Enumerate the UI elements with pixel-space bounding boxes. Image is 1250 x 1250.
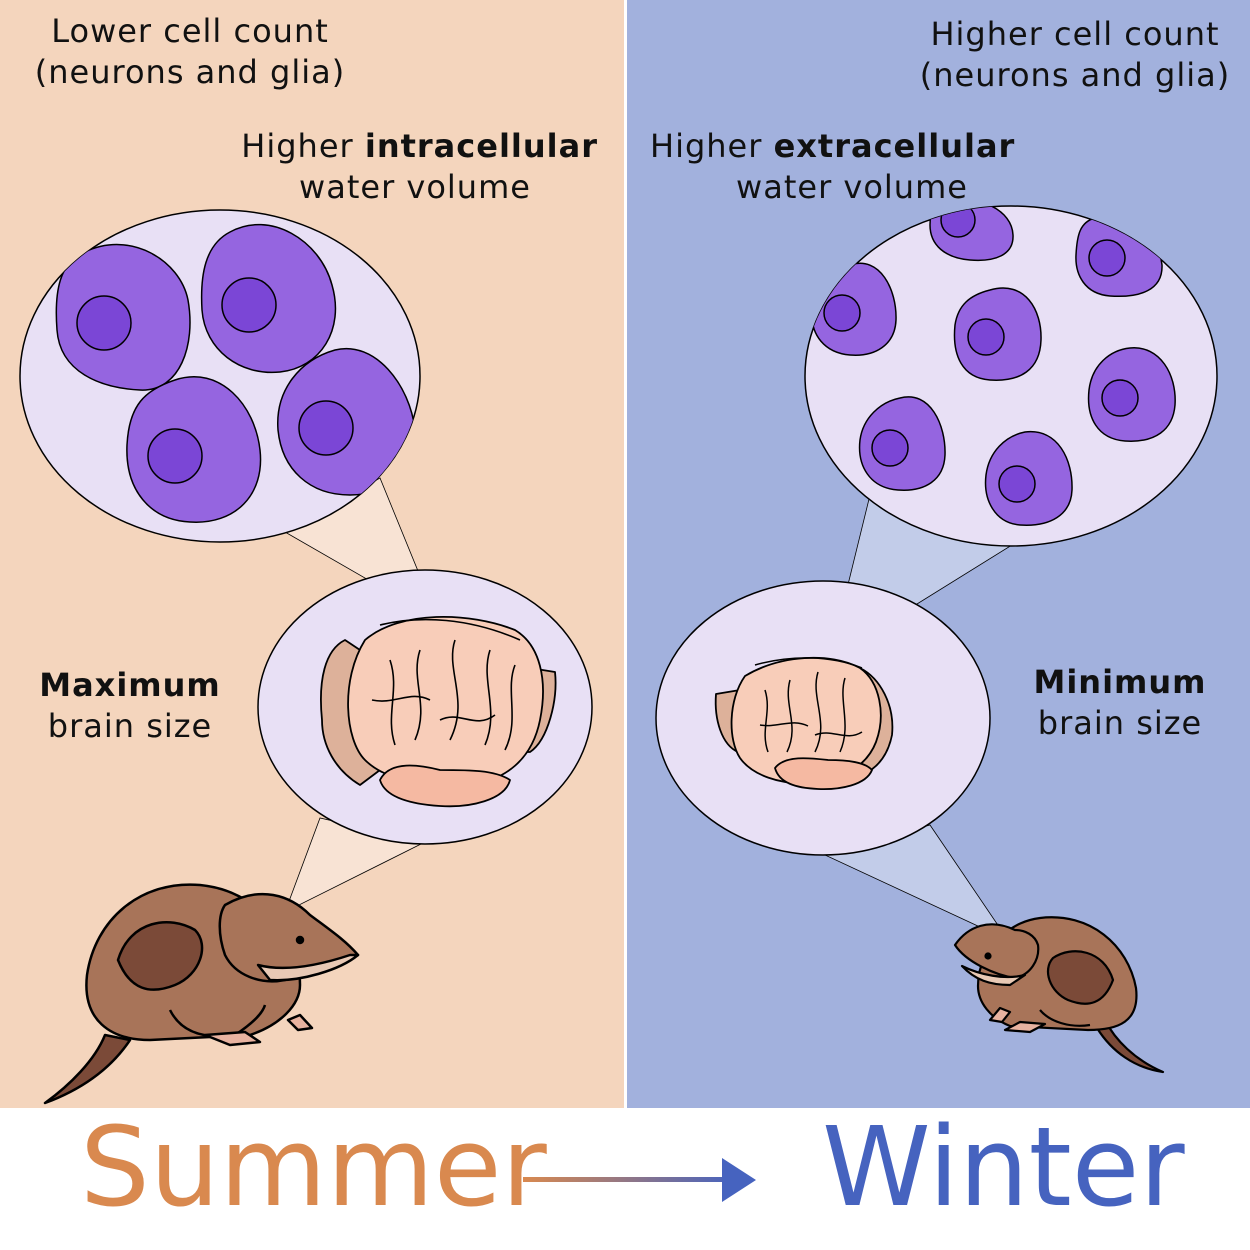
summer-brain-size-line2: brain size [48, 707, 212, 745]
summer-brain [320, 615, 557, 808]
summer-cell-count-line1: Lower cell count [51, 12, 329, 50]
summer-season-label: Summer [80, 1103, 548, 1231]
winter-water-line2: water volume [736, 168, 968, 206]
summer-water-line1: Higher intracellular [241, 127, 598, 165]
winter-brain-size-line2: brain size [1038, 704, 1202, 742]
summer-water-line2: water volume [299, 168, 531, 206]
season-arrow [523, 1158, 756, 1202]
winter-brain-bubble [655, 580, 991, 856]
summer-cell-count-line2: (neurons and glia) [35, 53, 345, 91]
summer-water-prefix: Higher [241, 127, 365, 165]
winter-cell [1087, 347, 1176, 442]
winter-panel [627, 0, 1250, 1108]
winter-water-prefix: Higher [650, 127, 774, 165]
winter-water-bold: extracellular [774, 127, 1016, 165]
winter-cell-count-line1: Higher cell count [930, 15, 1219, 53]
summer-cell [126, 376, 262, 523]
summer-cell [200, 223, 337, 374]
summer-cell [55, 243, 191, 391]
summer-brain-bubble [257, 569, 593, 845]
winter-brain-size-bold: Minimum [1033, 663, 1206, 701]
winter-season-label: Winter [822, 1103, 1185, 1231]
summer-brain-size-bold: Maximum [39, 666, 221, 704]
winter-cell [953, 287, 1042, 381]
winter-shrew [953, 916, 1165, 1074]
winter-cell-bubble [804, 205, 1218, 547]
summer-water-bold: intracellular [365, 127, 598, 165]
winter-brain [714, 656, 894, 791]
winter-cell-count-line2: (neurons and glia) [920, 56, 1230, 94]
winter-cell [984, 431, 1073, 526]
summer-cell [277, 347, 417, 496]
winter-cell [858, 396, 946, 491]
summer-shrew [43, 883, 360, 1105]
summer-cell-bubble [19, 209, 421, 543]
winter-water-line1: Higher extracellular [650, 127, 1015, 165]
